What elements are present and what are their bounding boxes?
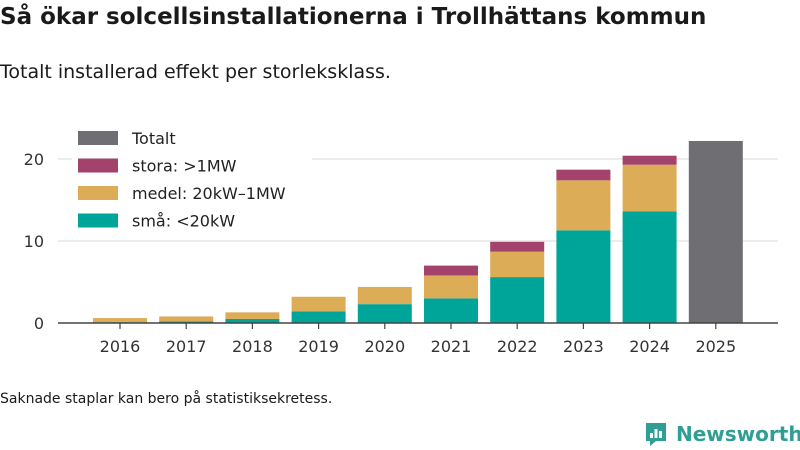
- y-tick-label-20: 20: [24, 150, 44, 169]
- y-tick-label-0: 0: [34, 314, 44, 333]
- legend-label-sma: små: <20kW: [132, 212, 235, 231]
- bar-medel-2019: [291, 296, 346, 312]
- x-tick-label-2019: 2019: [298, 337, 339, 356]
- bar-sma-2021: [424, 298, 478, 323]
- stacked-bar-chart: 0 10 20 2016 2017 2018 2019 2020 2021 2022 2023 202…: [23, 129, 778, 356]
- legend-swatch-totalt: [78, 131, 118, 145]
- bar-medel-2023: [556, 180, 611, 231]
- bar-totalt-2025: [688, 140, 743, 323]
- bar-stora-2021: [424, 265, 478, 276]
- bar-stora-2024: [622, 155, 677, 165]
- x-tick-label-2023: 2023: [563, 337, 604, 356]
- chart-subtitle: Totalt installerad effekt per storlekskl…: [0, 61, 391, 83]
- bar-medel-2018: [225, 312, 280, 319]
- legend-swatch-stora: [78, 158, 118, 173]
- bar-sma-2024: [622, 211, 677, 323]
- bar-sma-2023: [556, 230, 611, 323]
- bar-sma-2019: [291, 311, 346, 323]
- bar-medel-2022: [490, 251, 545, 278]
- y-tick-label-10: 10: [24, 232, 44, 251]
- x-tick-label-2021: 2021: [431, 337, 472, 356]
- bar-sma-2020: [357, 304, 412, 323]
- footnote: Saknade staplar kan bero på statistiksek…: [0, 391, 333, 407]
- bar-medel-2021: [424, 275, 478, 299]
- bar-stora-2022: [490, 241, 545, 252]
- legend-label-totalt: Totalt: [131, 129, 176, 148]
- legend-swatch-sma: [78, 213, 118, 228]
- bar-sma-2017: [159, 321, 214, 323]
- chart-title: Så ökar solcellsinstallationerna i Troll…: [0, 4, 707, 30]
- bar-sma-2018: [225, 318, 280, 323]
- x-tick-label-2016: 2016: [100, 337, 141, 356]
- newsworthy-logo-icon: [646, 423, 666, 446]
- brand-logo: Newsworthy: [644, 420, 800, 448]
- x-tick-label-2022: 2022: [497, 337, 538, 356]
- bar-medel-2016: [93, 318, 147, 323]
- x-tick-label-2018: 2018: [232, 337, 273, 356]
- bar-stora-2023: [556, 169, 611, 181]
- bar-medel-2024: [622, 164, 677, 212]
- x-tick-label-2025: 2025: [695, 337, 736, 356]
- bar-medel-2017: [159, 316, 214, 322]
- bar-sma-2022: [490, 277, 545, 323]
- legend-swatch-medel: [78, 186, 118, 200]
- bar-medel-2020: [357, 286, 412, 305]
- x-tick-label-2017: 2017: [166, 337, 207, 356]
- brand-name: Newsworthy: [676, 422, 800, 446]
- x-tick-label-2020: 2020: [364, 337, 405, 356]
- legend-label-stora: stora: >1MW: [132, 157, 237, 176]
- x-tick-label-2024: 2024: [629, 337, 670, 356]
- legend-label-medel: medel: 20kW–1MW: [132, 184, 286, 203]
